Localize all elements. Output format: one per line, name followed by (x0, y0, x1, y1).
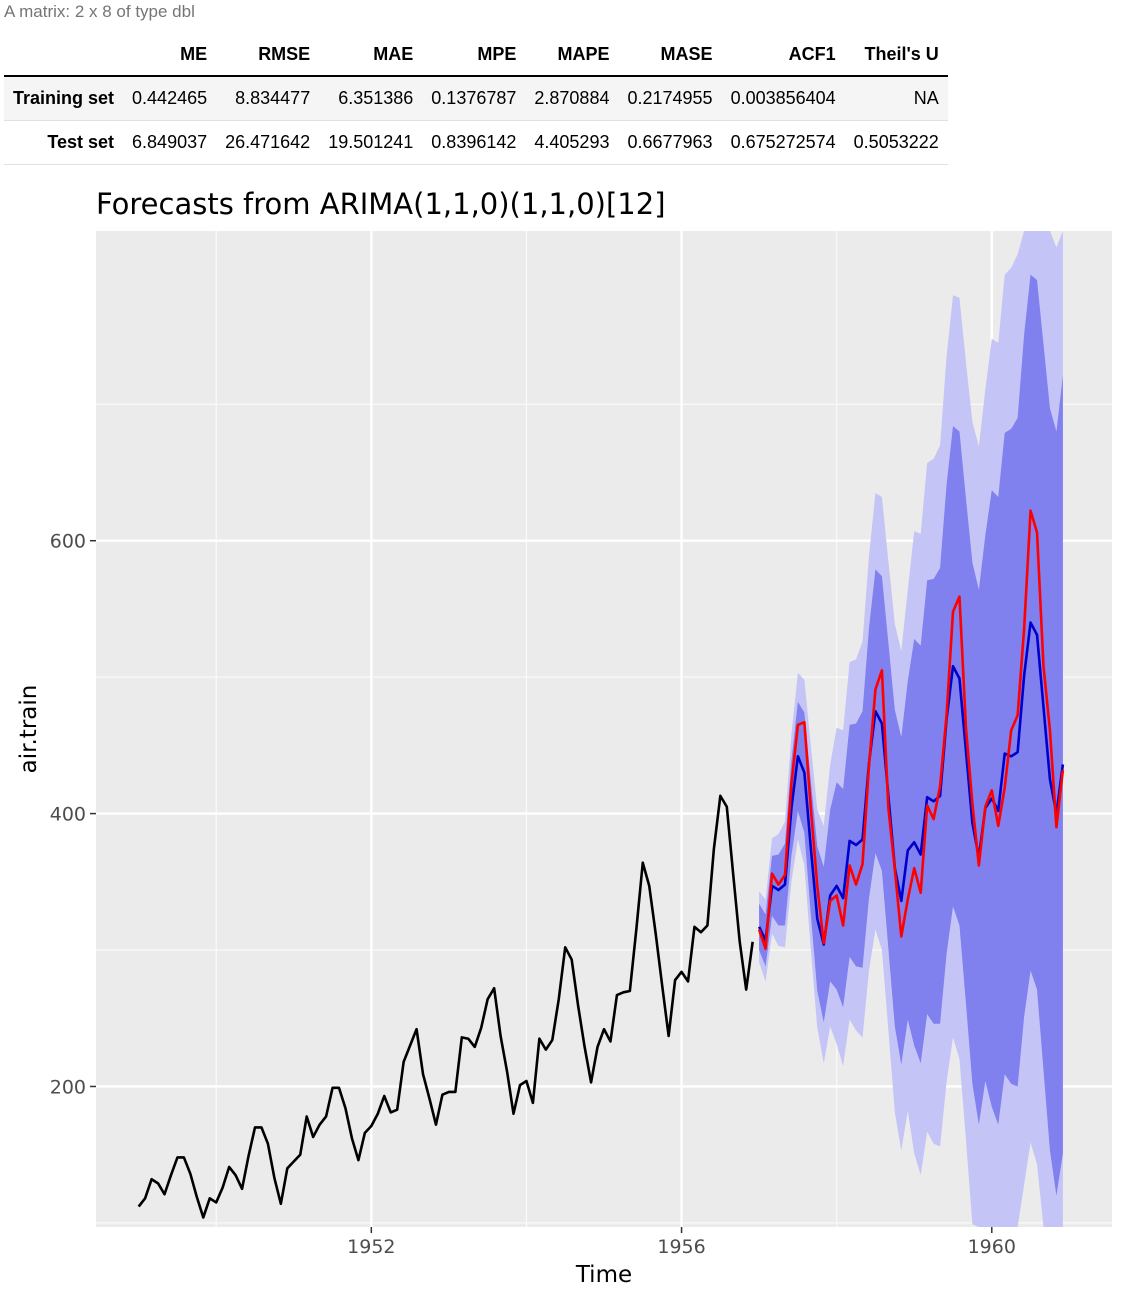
y-tick-label: 400 (50, 804, 86, 826)
column-header-mae: MAE (319, 34, 423, 77)
table-cell: 0.5053222 (844, 120, 948, 165)
table-row: Test set 6.849037 26.471642 19.501241 0.… (4, 120, 948, 165)
column-header-theils-u: Theil's U (844, 34, 948, 77)
x-tick-label: 1960 (968, 1236, 1016, 1258)
axis-ticks: 1952 1956 1960 200 400 600 (50, 531, 1016, 1258)
table-cell: NA (844, 76, 948, 121)
y-tick-label: 200 (50, 1076, 86, 1098)
table-cell: 6.849037 (123, 120, 217, 165)
table-cell: 0.675272574 (721, 120, 845, 165)
column-header-rmse: RMSE (216, 34, 320, 77)
table-cell: 6.351386 (319, 76, 423, 121)
table-cell: 19.501241 (319, 120, 423, 165)
table-cell: 0.8396142 (422, 120, 526, 165)
table-cell: 8.834477 (216, 76, 320, 121)
row-name: Test set (4, 120, 124, 165)
x-tick-label: 1956 (657, 1236, 705, 1258)
row-name: Training set (4, 76, 124, 121)
table-cell: 0.442465 (123, 76, 217, 121)
accuracy-table: ME RMSE MAE MPE MAPE MASE ACF1 Theil's U… (4, 34, 948, 165)
table-caption: A matrix: 2 x 8 of type dbl (4, 2, 195, 21)
y-axis-label: air.train (16, 685, 42, 774)
table-cell: 0.2174955 (618, 76, 722, 121)
chart-title: Forecasts from ARIMA(1,1,0)(1,1,0)[12] (96, 187, 666, 221)
series-lines (137, 509, 1065, 1219)
interval-80-band (759, 274, 1063, 1196)
table-cell: 0.003856404 (721, 76, 845, 121)
y-tick-label: 600 (50, 531, 86, 553)
table-header-row: ME RMSE MAE MPE MAPE MASE ACF1 Theil's U (4, 34, 948, 77)
table-cell: 4.405293 (525, 120, 619, 165)
column-header (4, 34, 124, 77)
x-tick-label: 1952 (347, 1236, 395, 1258)
table-cell: 2.870884 (525, 76, 619, 121)
table-row: Training set 0.442465 8.834477 6.351386 … (4, 76, 948, 121)
column-header-mpe: MPE (422, 34, 526, 77)
series-line-forecast-mean (757, 621, 1065, 946)
table-cell: 0.1376787 (422, 76, 526, 121)
table-cell: 0.6677963 (618, 120, 722, 165)
column-header-mape: MAPE (525, 34, 619, 77)
series-line-history (137, 794, 754, 1219)
column-header-acf1: ACF1 (721, 34, 845, 77)
series-line-actual-test (757, 509, 1065, 950)
forecast-chart: Forecasts from ARIMA(1,1,0)(1,1,0)[12] 1… (16, 187, 1112, 1288)
column-header-mase: MASE (618, 34, 722, 77)
table-cell: 26.471642 (216, 120, 320, 165)
column-header-me: ME (123, 34, 217, 77)
forecast-intervals (759, 231, 1063, 1227)
x-axis-label: Time (575, 1262, 632, 1288)
